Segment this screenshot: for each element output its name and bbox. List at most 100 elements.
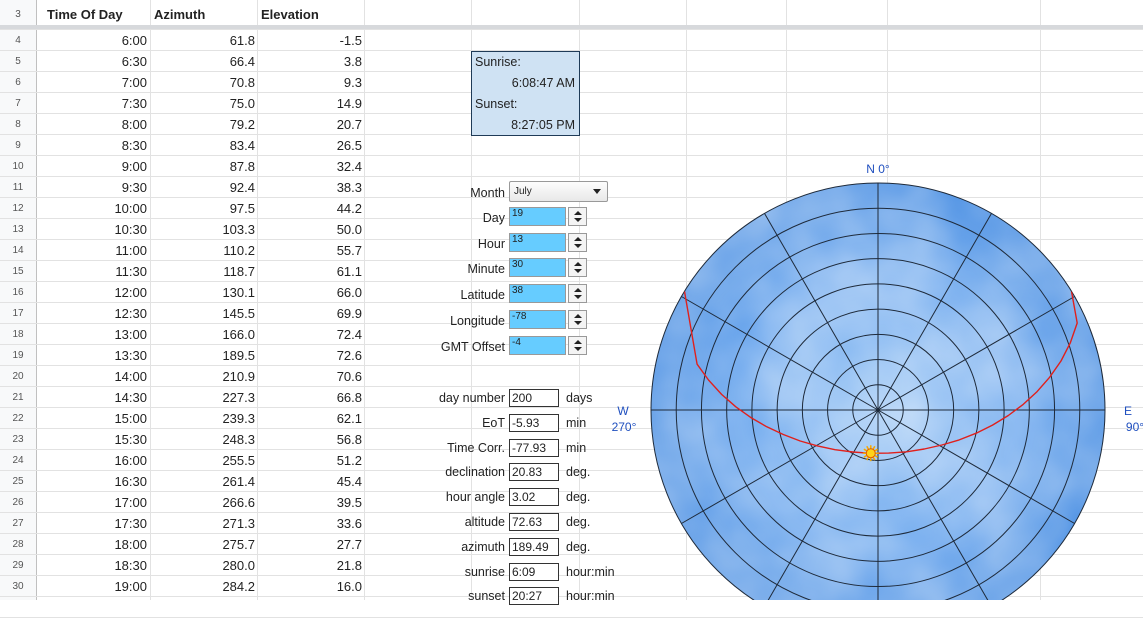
cell-elevation[interactable]: 38.3 xyxy=(336,180,362,195)
row-number[interactable]: 15 xyxy=(12,266,24,277)
cell-time[interactable]: 7:00 xyxy=(121,75,147,90)
cell-azimuth[interactable]: 275.7 xyxy=(222,537,255,552)
arrow-up-icon[interactable] xyxy=(574,237,582,241)
arrow-down-icon[interactable] xyxy=(574,218,582,222)
cell-time[interactable]: 11:30 xyxy=(115,264,147,279)
row-number[interactable]: 17 xyxy=(12,308,24,319)
row-number[interactable]: 12 xyxy=(12,203,24,214)
arrow-up-icon[interactable] xyxy=(574,288,582,292)
cell-azimuth[interactable]: 66.4 xyxy=(229,54,255,69)
row-number[interactable]: 3 xyxy=(15,9,21,20)
cell-elevation[interactable]: 61.1 xyxy=(336,264,362,279)
cell-time[interactable]: 13:00 xyxy=(114,327,147,342)
cell-azimuth[interactable]: 87.8 xyxy=(229,159,255,174)
row-number[interactable]: 14 xyxy=(12,245,24,256)
arrow-down-icon[interactable] xyxy=(574,321,582,325)
cell-elevation[interactable]: 9.3 xyxy=(343,75,362,90)
cell-elevation[interactable]: 55.7 xyxy=(336,243,362,258)
cell-azimuth[interactable]: 261.4 xyxy=(222,474,255,489)
cell-azimuth[interactable]: 166.0 xyxy=(222,327,255,342)
row-number[interactable]: 30 xyxy=(12,581,24,592)
spinner-arrows[interactable] xyxy=(568,284,587,303)
row-number[interactable]: 29 xyxy=(12,560,24,571)
cell-elevation[interactable]: 14.9 xyxy=(336,96,362,111)
cell-time[interactable]: 14:30 xyxy=(114,390,147,405)
row-number[interactable]: 26 xyxy=(12,497,24,508)
cell-azimuth[interactable]: 145.5 xyxy=(222,306,255,321)
cell-time[interactable]: 6:00 xyxy=(121,33,147,48)
spinner-arrows[interactable] xyxy=(568,258,587,277)
cell-time[interactable]: 18:30 xyxy=(114,558,147,573)
row-number[interactable]: 7 xyxy=(15,98,21,109)
sunrise-sunset-box[interactable]: Sunrise: 6:08:47 AM Sunset: 8:27:05 PM xyxy=(471,51,580,136)
cell-azimuth[interactable]: 189.5 xyxy=(222,348,255,363)
cell-azimuth[interactable]: 79.2 xyxy=(229,117,255,132)
cell-azimuth[interactable]: 61.8 xyxy=(229,33,255,48)
row-number[interactable]: 18 xyxy=(12,329,24,340)
cell-elevation[interactable]: 66.0 xyxy=(336,285,362,300)
cell-azimuth[interactable]: 130.1 xyxy=(222,285,255,300)
cell-elevation[interactable]: 62.1 xyxy=(336,411,362,426)
cell-elevation[interactable]: 66.8 xyxy=(336,390,362,405)
cell-time[interactable]: 12:30 xyxy=(114,306,147,321)
header-elevation[interactable]: Elevation xyxy=(261,7,319,22)
cell-elevation[interactable]: -1.5 xyxy=(339,33,362,48)
row-number[interactable]: 5 xyxy=(15,56,21,67)
row-number[interactable]: 21 xyxy=(12,392,24,403)
cell-elevation[interactable]: 27.7 xyxy=(336,537,362,552)
cell-elevation[interactable]: 3.8 xyxy=(343,54,362,69)
spinner-input[interactable]: 19 xyxy=(509,207,566,226)
cell-time[interactable]: 10:30 xyxy=(114,222,147,237)
row-number[interactable]: 28 xyxy=(12,539,24,550)
cell-time[interactable]: 15:30 xyxy=(114,432,147,447)
cell-azimuth[interactable]: 118.7 xyxy=(223,264,255,279)
arrow-down-icon[interactable] xyxy=(574,269,582,273)
cell-azimuth[interactable]: 284.2 xyxy=(222,579,255,594)
row-number[interactable]: 20 xyxy=(12,371,24,382)
row-number[interactable]: 4 xyxy=(15,35,21,46)
spinner-arrows[interactable] xyxy=(568,233,587,252)
cell-azimuth[interactable]: 280.0 xyxy=(222,558,255,573)
cell-elevation[interactable]: 72.6 xyxy=(336,348,362,363)
arrow-down-icon[interactable] xyxy=(574,347,582,351)
row-number[interactable]: 10 xyxy=(12,161,24,172)
cell-azimuth[interactable]: 97.5 xyxy=(229,201,255,216)
cell-time[interactable]: 18:00 xyxy=(114,537,147,552)
cell-time[interactable]: 12:00 xyxy=(114,285,147,300)
cell-time[interactable]: 14:00 xyxy=(114,369,147,384)
cell-azimuth[interactable]: 75.0 xyxy=(229,96,255,111)
arrow-up-icon[interactable] xyxy=(574,262,582,266)
cell-azimuth[interactable]: 83.4 xyxy=(229,138,255,153)
cell-azimuth[interactable]: 266.6 xyxy=(222,495,255,510)
cell-azimuth[interactable]: 92.4 xyxy=(229,180,255,195)
spinner-arrows[interactable] xyxy=(568,207,587,226)
cell-elevation[interactable]: 26.5 xyxy=(336,138,362,153)
header-azimuth[interactable]: Azimuth xyxy=(154,7,206,22)
cell-time[interactable]: 11:00 xyxy=(115,243,147,258)
spinner-arrows[interactable] xyxy=(568,310,587,329)
spinner-input[interactable]: 13 xyxy=(509,233,566,252)
cell-azimuth[interactable]: 239.3 xyxy=(222,411,255,426)
spinner-input[interactable]: 30 xyxy=(509,258,566,277)
cell-time[interactable]: 13:30 xyxy=(114,348,147,363)
cell-azimuth[interactable]: 271.3 xyxy=(222,516,255,531)
row-number[interactable]: 11 xyxy=(12,182,24,193)
row-number[interactable]: 24 xyxy=(12,455,24,466)
arrow-up-icon[interactable] xyxy=(574,211,582,215)
cell-elevation[interactable]: 50.0 xyxy=(336,222,362,237)
cell-time[interactable]: 10:00 xyxy=(114,201,147,216)
cell-time[interactable]: 15:00 xyxy=(114,411,147,426)
cell-azimuth[interactable]: 70.8 xyxy=(229,75,255,90)
cell-elevation[interactable]: 69.9 xyxy=(336,306,362,321)
row-number[interactable]: 9 xyxy=(15,140,21,151)
frozen-row-divider[interactable] xyxy=(0,25,1143,29)
cell-time[interactable]: 7:30 xyxy=(121,96,147,111)
cell-time[interactable]: 19:00 xyxy=(114,579,147,594)
cell-elevation[interactable]: 45.4 xyxy=(336,474,362,489)
spinner-input[interactable]: -4 xyxy=(509,336,566,355)
cell-time[interactable]: 16:30 xyxy=(114,474,147,489)
cell-azimuth[interactable]: 110.2 xyxy=(223,243,255,258)
spinner-input[interactable]: 38 xyxy=(509,284,566,303)
cell-azimuth[interactable]: 103.3 xyxy=(222,222,255,237)
cell-elevation[interactable]: 21.8 xyxy=(336,558,362,573)
